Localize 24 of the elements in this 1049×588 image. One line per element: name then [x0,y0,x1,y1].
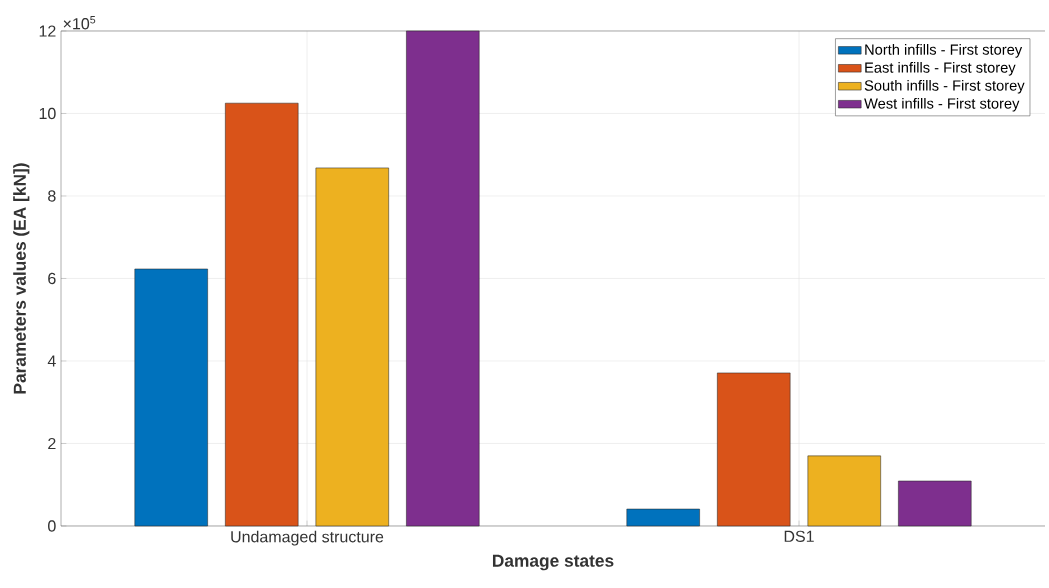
legend-label: North infills - First storey [865,44,1023,58]
y-tick-label: 12 [39,25,56,37]
bar [134,268,208,527]
y-axis-title: Parameters values (EA [kN]) [13,163,30,394]
y-tick-label: 8 [48,190,56,202]
bar [717,372,791,527]
legend-label: East infills - First storey [865,61,1016,76]
y-tick-label: 10 [39,107,56,120]
bar [898,480,972,527]
legend-label: South infills - First storey [864,79,1025,94]
bar [807,455,881,527]
y-tick-label: 0 [48,520,56,532]
x-tick-label: DS1 [784,530,814,543]
x-tick-label: Undamaged structure [231,530,384,546]
x-axis-title: Damage states [492,554,614,571]
bar [626,508,700,527]
text: ×10$^{5}$ [63,16,96,30]
bar [406,30,480,527]
y-tick-label: 2 [48,437,56,450]
bar [225,102,299,527]
y-tick-label: 6 [48,272,56,285]
y-tick-label: 4 [47,355,56,367]
bar [315,167,389,527]
legend-label: West infills - First storey [864,97,1020,112]
